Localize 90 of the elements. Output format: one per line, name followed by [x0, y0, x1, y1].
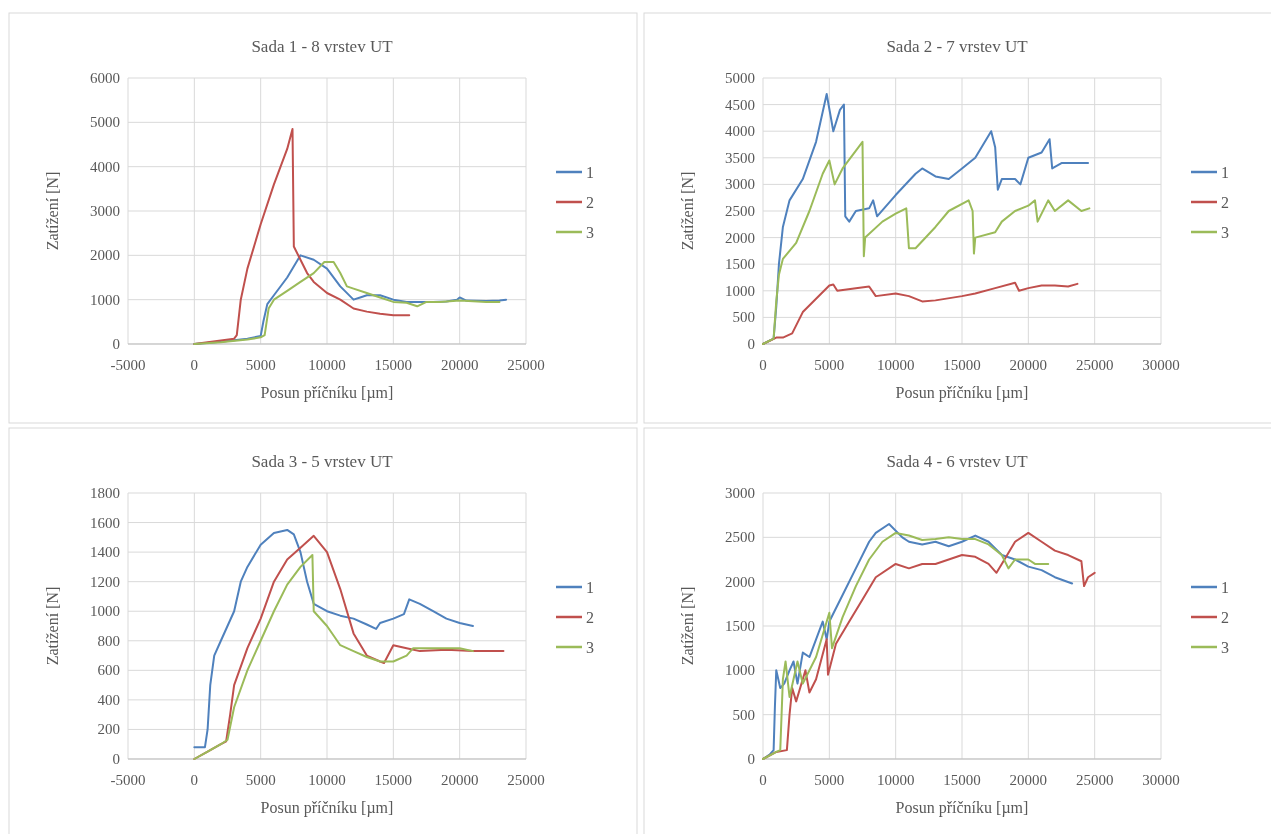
- y-axis-title: Zatížení [N]: [44, 586, 61, 666]
- y-tick-label: 2500: [725, 529, 755, 546]
- y-tick-label: 0: [747, 336, 755, 352]
- x-tick-label: 30000: [1142, 772, 1180, 788]
- x-tick-label: -5000: [110, 357, 146, 373]
- x-tick-label: 15000: [943, 357, 981, 373]
- y-tick-label: 1500: [725, 256, 755, 273]
- x-axis-title: Posun příčníku [µm]: [895, 799, 1029, 817]
- y-tick-label: 2500: [725, 203, 755, 219]
- x-tick-label: 25000: [1075, 772, 1114, 788]
- legend-label: 3: [1221, 224, 1229, 241]
- y-tick-label: 1500: [725, 618, 755, 634]
- y-tick-label: 500: [732, 309, 755, 326]
- chart-title: Sada 2 - 7 vrstev UT: [886, 37, 1029, 56]
- legend-label: 1: [1221, 164, 1229, 181]
- y-tick-label: 5000: [725, 70, 755, 86]
- x-tick-label: 10000: [876, 772, 915, 788]
- y-axis-title: Zatížení [N]: [44, 171, 61, 251]
- legend-label: 3: [1221, 639, 1229, 656]
- x-tick-label: 5000: [814, 772, 845, 788]
- y-tick-label: 0: [747, 751, 755, 767]
- chart-title: Sada 3 - 5 vrstev UT: [251, 452, 394, 471]
- x-tick-label: 20000: [440, 772, 479, 788]
- legend-label: 2: [586, 609, 594, 626]
- x-axis-title: Posun příčníku [µm]: [260, 384, 394, 402]
- y-tick-label: 1600: [90, 514, 120, 531]
- x-tick-label: 30000: [1142, 357, 1180, 373]
- y-tick-label: 4000: [725, 123, 755, 140]
- legend-label: 2: [586, 194, 594, 211]
- x-axis-title: Posun příčníku [µm]: [260, 799, 394, 817]
- y-tick-label: 5000: [90, 114, 120, 131]
- legend-label: 1: [586, 579, 594, 596]
- y-tick-label: 4500: [725, 96, 755, 113]
- y-tick-label: 3000: [90, 203, 120, 219]
- y-axis-title: Zatížení [N]: [679, 171, 696, 251]
- x-tick-label: 25000: [507, 357, 545, 373]
- y-tick-label: 0: [112, 751, 120, 767]
- y-tick-label: 200: [97, 721, 120, 738]
- y-tick-label: 1000: [90, 291, 120, 308]
- x-tick-label: 5000: [245, 357, 276, 373]
- x-tick-label: 5000: [245, 772, 276, 788]
- x-tick-label: 0: [190, 772, 199, 788]
- x-tick-label: 25000: [507, 772, 545, 788]
- x-tick-label: 10000: [876, 357, 915, 373]
- x-tick-label: 0: [759, 772, 767, 788]
- x-tick-label: 20000: [1009, 772, 1048, 788]
- x-tick-label: 0: [190, 357, 199, 373]
- y-tick-label: 6000: [90, 70, 120, 86]
- y-tick-label: 2000: [90, 247, 120, 264]
- line-series: [193, 554, 474, 760]
- x-tick-label: 20000: [440, 357, 479, 373]
- legend-label: 3: [586, 224, 594, 241]
- legend-label: 1: [586, 164, 594, 181]
- y-tick-label: 4000: [90, 158, 120, 175]
- y-tick-label: 3000: [725, 176, 755, 193]
- y-tick-label: 1400: [90, 544, 120, 561]
- x-axis-title: Posun příčníku [µm]: [895, 384, 1029, 402]
- chart-title: Sada 1 - 8 vrstev UT: [251, 37, 394, 56]
- y-tick-label: 1800: [90, 485, 120, 501]
- x-tick-label: 15000: [374, 357, 413, 373]
- line-series: [762, 140, 1091, 345]
- x-tick-label: 10000: [308, 772, 346, 788]
- y-axis-title: Zatížení [N]: [679, 586, 696, 666]
- y-tick-label: 800: [97, 632, 120, 649]
- x-tick-label: 20000: [1009, 357, 1048, 373]
- x-tick-label: 0: [759, 357, 767, 373]
- x-tick-label: -5000: [110, 772, 146, 788]
- y-tick-label: 600: [97, 662, 120, 679]
- y-tick-label: 1000: [90, 603, 120, 620]
- legend-label: 2: [1221, 194, 1229, 211]
- chart-title: Sada 4 - 6 vrstev UT: [886, 452, 1029, 471]
- x-tick-label: 5000: [814, 357, 845, 373]
- y-tick-label: 500: [732, 706, 755, 723]
- y-tick-label: 3500: [725, 149, 755, 166]
- x-tick-label: 15000: [943, 772, 981, 788]
- y-tick-label: 1000: [725, 662, 755, 679]
- x-tick-label: 10000: [308, 357, 346, 373]
- legend-label: 3: [586, 639, 594, 656]
- y-tick-label: 2000: [725, 229, 755, 246]
- x-tick-label: 15000: [374, 772, 413, 788]
- y-tick-label: 1200: [90, 573, 120, 590]
- legend-label: 1: [1221, 579, 1229, 596]
- y-tick-label: 1000: [725, 282, 755, 299]
- line-series: [193, 528, 474, 749]
- y-tick-label: 3000: [725, 485, 755, 501]
- y-tick-label: 2000: [725, 573, 755, 590]
- y-tick-label: 0: [112, 336, 120, 352]
- y-tick-label: 400: [97, 691, 120, 708]
- x-tick-label: 25000: [1075, 357, 1114, 373]
- legend-label: 2: [1221, 609, 1229, 626]
